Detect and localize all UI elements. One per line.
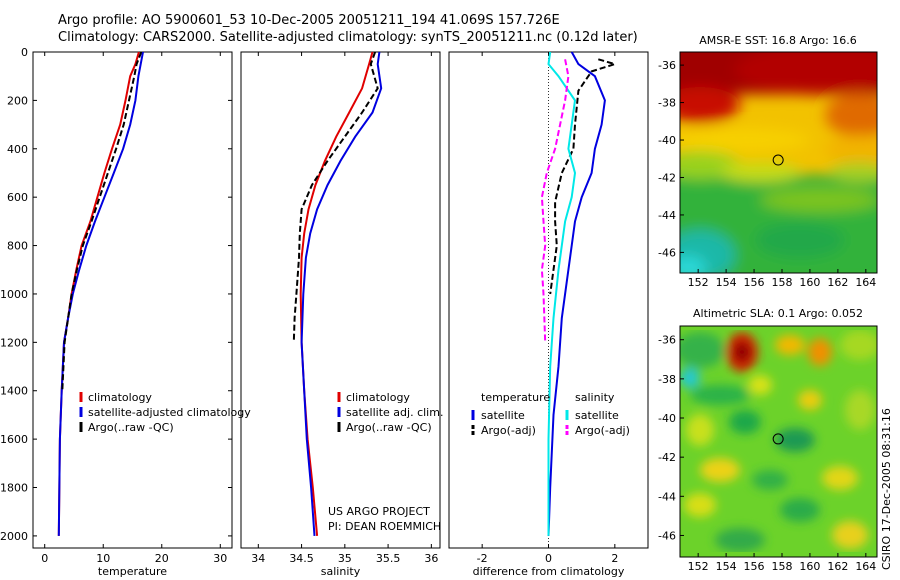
x-tick-label: 156 <box>744 560 765 573</box>
series-line-black <box>61 51 143 391</box>
y-tick-label: -38 <box>658 97 676 110</box>
x-tick-label: 162 <box>827 276 848 289</box>
x-tick-label: 156 <box>744 276 765 289</box>
y-tick-label: -46 <box>658 529 676 542</box>
plot-frame <box>240 51 441 549</box>
legend-entry: Argo(..raw -QC) <box>346 421 432 434</box>
legend-entry: satellite adj. clim. <box>346 406 443 419</box>
y-tick-label: 600 <box>7 191 28 204</box>
x-tick-label: 20 <box>155 552 169 565</box>
x-tick-label: 160 <box>799 276 820 289</box>
series-line-magenta <box>540 59 570 343</box>
x-tick-label: 0 <box>545 552 552 565</box>
x-tick-label: 30 <box>213 552 227 565</box>
salinity-profile-panel: 34 34.5 35 35.5 36 salinity climatology satelli… <box>240 51 443 578</box>
y-tick-label: -46 <box>658 246 676 259</box>
x-tick-label: 152 <box>688 560 709 573</box>
y-tick-label: -36 <box>658 334 676 347</box>
y-tick-label: -36 <box>658 59 676 72</box>
x-tick-label: 158 <box>771 276 792 289</box>
chart-title-line1: Argo profile: AO 5900601_53 10-Dec-2005 … <box>58 13 560 28</box>
legend-entry: Argo(-adj) <box>575 424 630 437</box>
series-line-red <box>299 51 374 536</box>
y-tick-label: 1600 <box>0 433 28 446</box>
x-axis-label: salinity <box>321 565 361 578</box>
x-tick-label: 160 <box>799 560 820 573</box>
y-tick-label: -38 <box>658 373 676 386</box>
y-tick-label: 200 <box>7 94 28 107</box>
x-tick-label: 152 <box>688 276 709 289</box>
temperature-profile-panel: 0 10 20 30 0 200 400 600 800 1000 1200 1400 1600 1800… <box>0 46 251 578</box>
x-tick-label: 2 <box>611 552 618 565</box>
y-tick-label: 1800 <box>0 482 28 495</box>
series-line-blue <box>300 51 383 536</box>
y-tick-label: 1200 <box>0 336 28 349</box>
series-line-black <box>292 51 379 343</box>
sst-map-title: AMSR-E SST: 16.8 Argo: 16.6 <box>699 34 857 47</box>
sla-map-axes: 152 154 156 158 160 162 164 -36 -38 -40 -42 -44 -46 <box>658 334 876 573</box>
legend-entry: satellite-adjusted climatology <box>88 406 251 419</box>
x-tick-label: 35 <box>338 552 352 565</box>
x-axis-label: temperature <box>98 565 167 578</box>
y-tick-label: -42 <box>658 451 676 464</box>
y-tick-label: 0 <box>21 46 28 59</box>
chart-title-line2: Climatology: CARS2000. Satellite-adjuste… <box>58 30 638 45</box>
x-tick-label: 0 <box>41 552 48 565</box>
y-tick-label: 1000 <box>0 288 28 301</box>
legend-group-title: temperature <box>481 391 550 404</box>
sla-map-title: Altimetric SLA: 0.1 Argo: 0.052 <box>693 307 863 320</box>
project-annotation: US ARGO PROJECT <box>328 505 430 518</box>
legend-group-title: salinity <box>575 391 615 404</box>
sst-map-axes: 152 154 156 158 160 162 164 -36 -38 -40 -42 -44 -46 <box>658 59 876 289</box>
sst-map-field <box>680 52 877 273</box>
legend-entry: Argo(-adj) <box>481 424 536 437</box>
x-axis-label: difference from climatology <box>473 565 625 578</box>
series-line-cyan <box>547 51 577 536</box>
x-tick-label: 164 <box>855 276 876 289</box>
x-tick-label: 154 <box>716 560 737 573</box>
x-tick-label: 34 <box>251 552 265 565</box>
x-tick-label: 10 <box>96 552 110 565</box>
y-tick-label: 1400 <box>0 385 28 398</box>
y-tick-label: -44 <box>658 490 676 503</box>
series-line-blue <box>547 51 606 536</box>
legend-entry: Argo(..raw -QC) <box>88 421 174 434</box>
y-tick-label: 800 <box>7 240 28 253</box>
x-tick-label: -2 <box>477 552 488 565</box>
y-tick-label: -40 <box>658 134 676 147</box>
legend-entry: climatology <box>346 391 410 404</box>
x-tick-label: 162 <box>827 560 848 573</box>
legend-entry: satellite <box>575 409 619 422</box>
x-tick-label: 158 <box>771 560 792 573</box>
legend-entry: satellite <box>481 409 525 422</box>
sla-map-field <box>680 326 877 557</box>
x-tick-label: 35.5 <box>376 552 401 565</box>
y-tick-label: -42 <box>658 171 676 184</box>
plot-frame <box>32 51 233 549</box>
y-tick-label: -44 <box>658 209 676 222</box>
project-annotation: PI: DEAN ROEMMICH <box>328 520 441 533</box>
y-tick-label: 2000 <box>0 530 28 543</box>
legend-entry: climatology <box>88 391 152 404</box>
series-line-black <box>549 58 619 295</box>
argo-position-marker <box>772 154 784 166</box>
argo-position-marker <box>772 433 784 445</box>
y-tick-label: 400 <box>7 143 28 156</box>
x-tick-label: 34.5 <box>289 552 314 565</box>
y-tick-label: -40 <box>658 412 676 425</box>
x-tick-label: 164 <box>855 560 876 573</box>
x-tick-label: 36 <box>424 552 438 565</box>
x-tick-label: 154 <box>716 276 737 289</box>
